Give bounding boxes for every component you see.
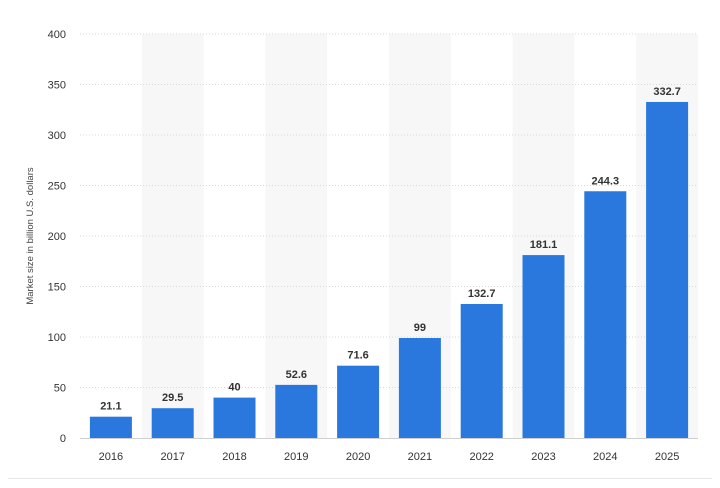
y-tick-label: 150 xyxy=(48,282,66,294)
y-axis-label: Market size in billion U.S. dollars xyxy=(25,167,36,305)
data-label: 29.5 xyxy=(162,392,183,404)
bars xyxy=(89,101,689,439)
bar xyxy=(460,303,503,438)
x-axis-ticks: 2016 2017 2018 2019 2020 2021 2022 2023 2024 2025 xyxy=(99,451,680,463)
data-label: 244.3 xyxy=(592,175,620,187)
data-label: 52.6 xyxy=(286,369,307,381)
y-tick-label: 350 xyxy=(48,80,66,92)
y-tick-label: 0 xyxy=(60,433,66,445)
data-label: 99 xyxy=(414,322,426,334)
bar xyxy=(89,416,132,438)
data-label: 132.7 xyxy=(468,288,496,300)
y-tick-label: 300 xyxy=(48,130,66,142)
y-tick-label: 250 xyxy=(48,181,66,193)
bar xyxy=(213,397,256,438)
data-label: 40 xyxy=(228,382,240,394)
x-tick-label: 2024 xyxy=(593,451,617,463)
x-tick-label: 2025 xyxy=(655,451,679,463)
data-label: 181.1 xyxy=(530,239,558,251)
x-tick-label: 2022 xyxy=(469,451,493,463)
y-tick-label: 200 xyxy=(48,231,66,243)
y-tick-label: 100 xyxy=(48,332,66,344)
x-tick-label: 2019 xyxy=(284,451,308,463)
y-tick-label: 50 xyxy=(54,383,66,395)
x-tick-label: 2018 xyxy=(222,451,246,463)
x-tick-label: 2016 xyxy=(99,451,123,463)
data-labels: 21.1 29.5 40 52.6 71.6 99 132.7 181.1 244.3 332.7 xyxy=(100,86,681,413)
bar xyxy=(275,384,318,438)
x-tick-label: 2020 xyxy=(346,451,370,463)
data-label: 332.7 xyxy=(653,86,681,98)
x-tick-label: 2023 xyxy=(531,451,555,463)
x-tick-label: 2021 xyxy=(408,451,432,463)
data-label: 71.6 xyxy=(347,350,368,362)
bottom-divider xyxy=(8,478,712,479)
y-tick-label: 400 xyxy=(48,29,66,41)
bar xyxy=(151,408,194,438)
bar xyxy=(337,365,380,438)
x-tick-label: 2017 xyxy=(160,451,184,463)
bar xyxy=(646,101,689,439)
bar xyxy=(522,255,565,438)
bar xyxy=(584,191,627,438)
y-axis-ticks: 0 50 100 150 200 250 300 350 400 xyxy=(48,29,66,445)
data-label: 21.1 xyxy=(100,401,121,413)
bar xyxy=(398,338,441,438)
gridlines xyxy=(80,33,698,439)
